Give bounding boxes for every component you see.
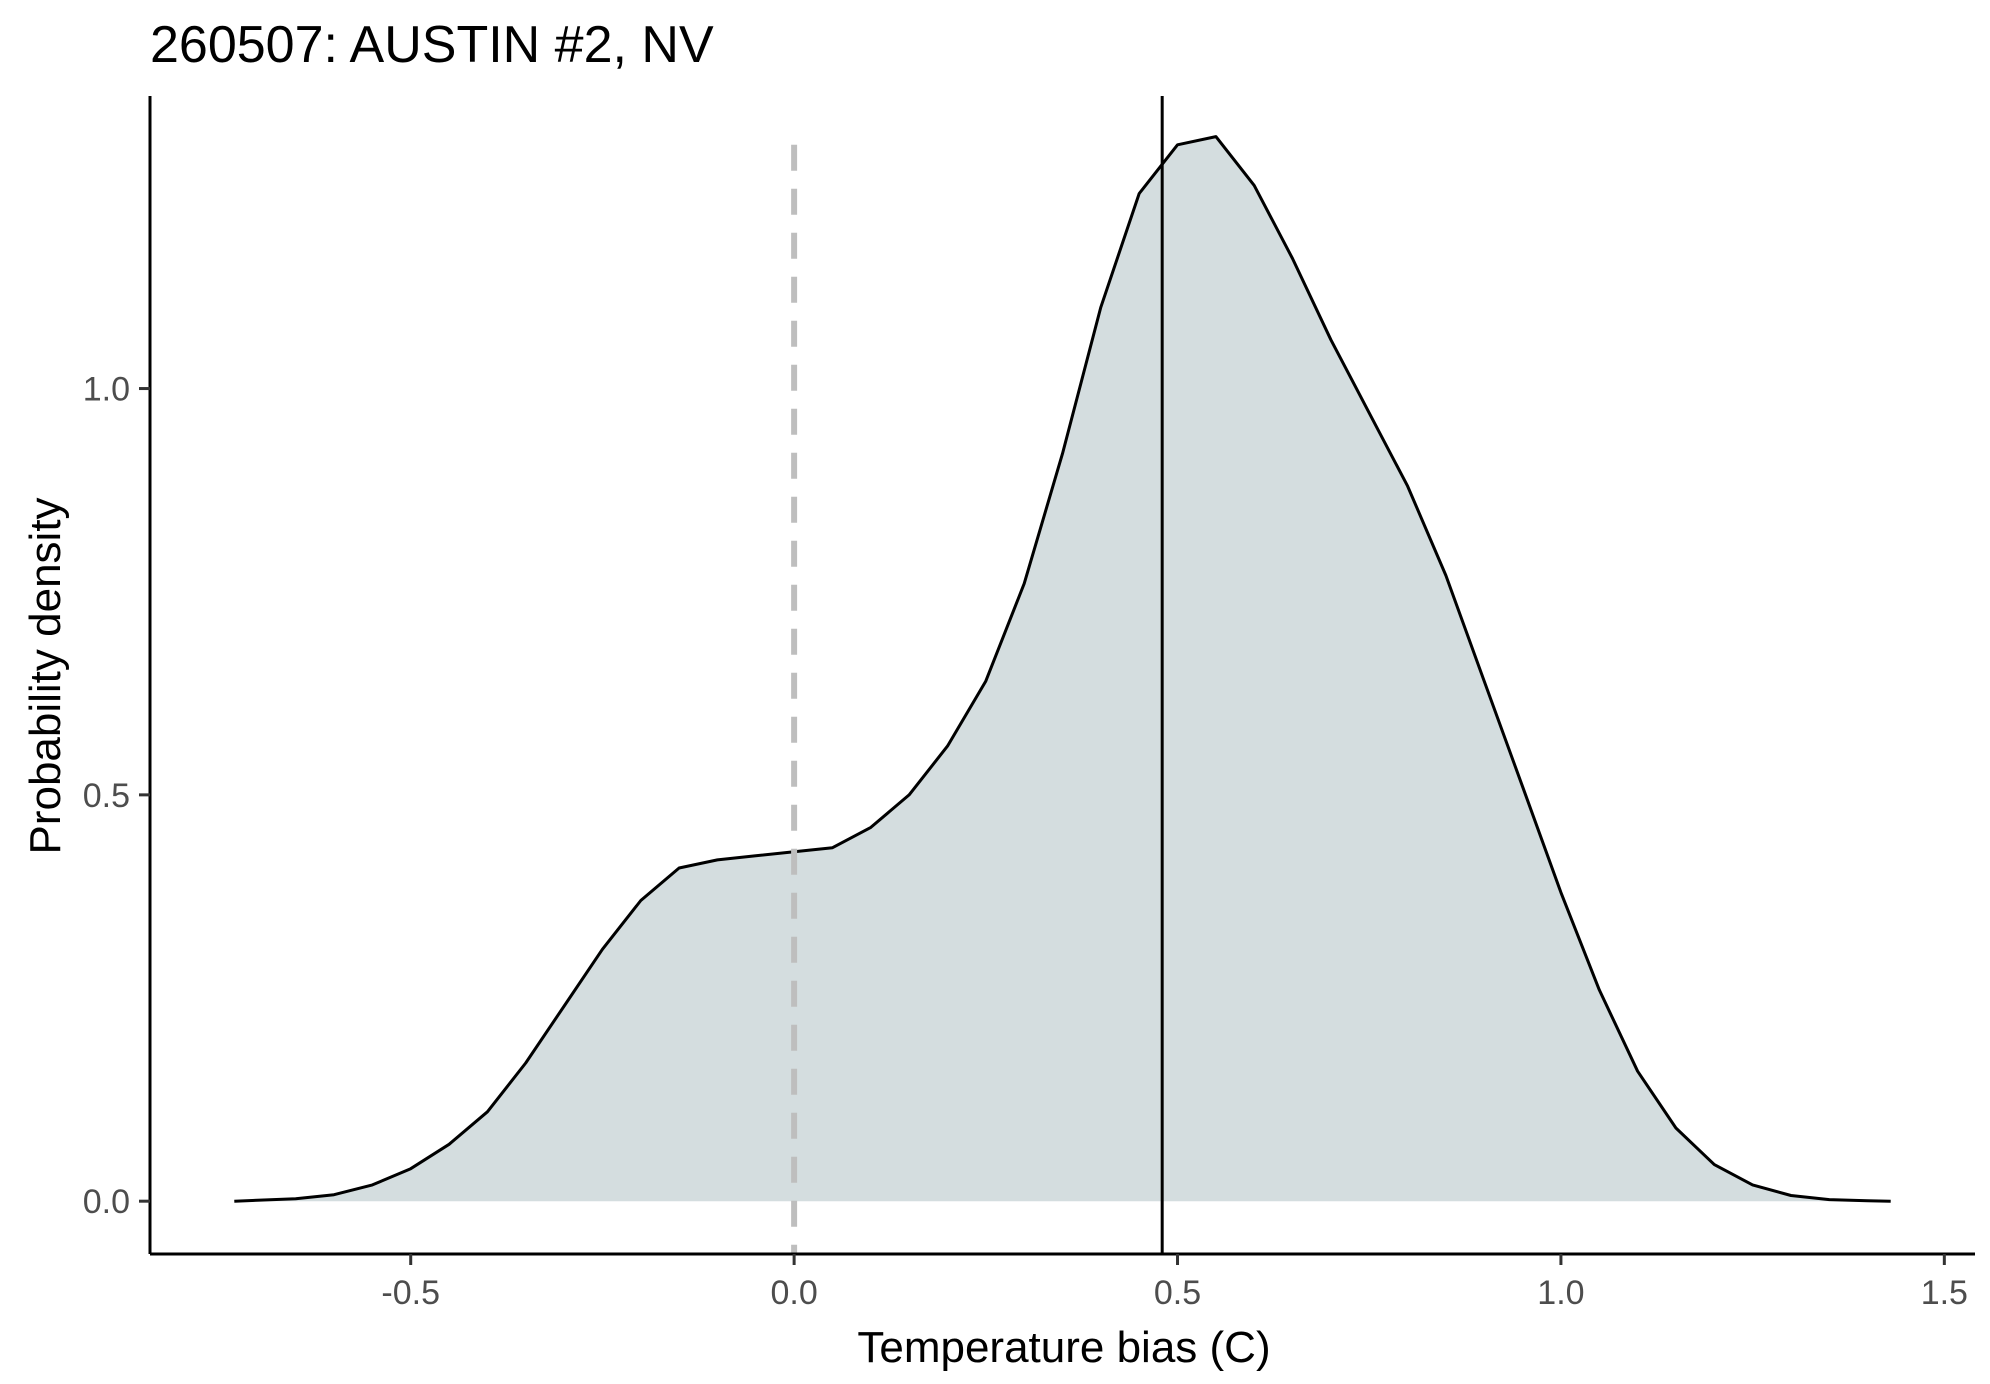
- density-area: [234, 136, 1891, 1202]
- x-axis-label: Temperature bias (C): [857, 1323, 1270, 1372]
- chart-title: 260507: AUSTIN #2, NV: [150, 16, 714, 74]
- y-axis-label: Probability density: [21, 497, 70, 854]
- x-tick-label: 0.0: [770, 1274, 817, 1312]
- density-curve: [234, 135, 1891, 1203]
- axes: -0.5 0.0 0.5 1.0 1.5 0.0 0.5 1.0: [83, 96, 1975, 1312]
- y-tick-label: 1.0: [83, 371, 130, 409]
- plot-area: [234, 96, 1891, 1254]
- x-tick-label: 1.5: [1921, 1274, 1968, 1312]
- x-tick-label: 0.5: [1154, 1274, 1201, 1312]
- x-tick-label: 1.0: [1537, 1274, 1584, 1312]
- y-tick-label: 0.0: [83, 1183, 130, 1221]
- x-tick-label: -0.5: [381, 1274, 440, 1312]
- y-tick-label: 0.5: [83, 777, 130, 815]
